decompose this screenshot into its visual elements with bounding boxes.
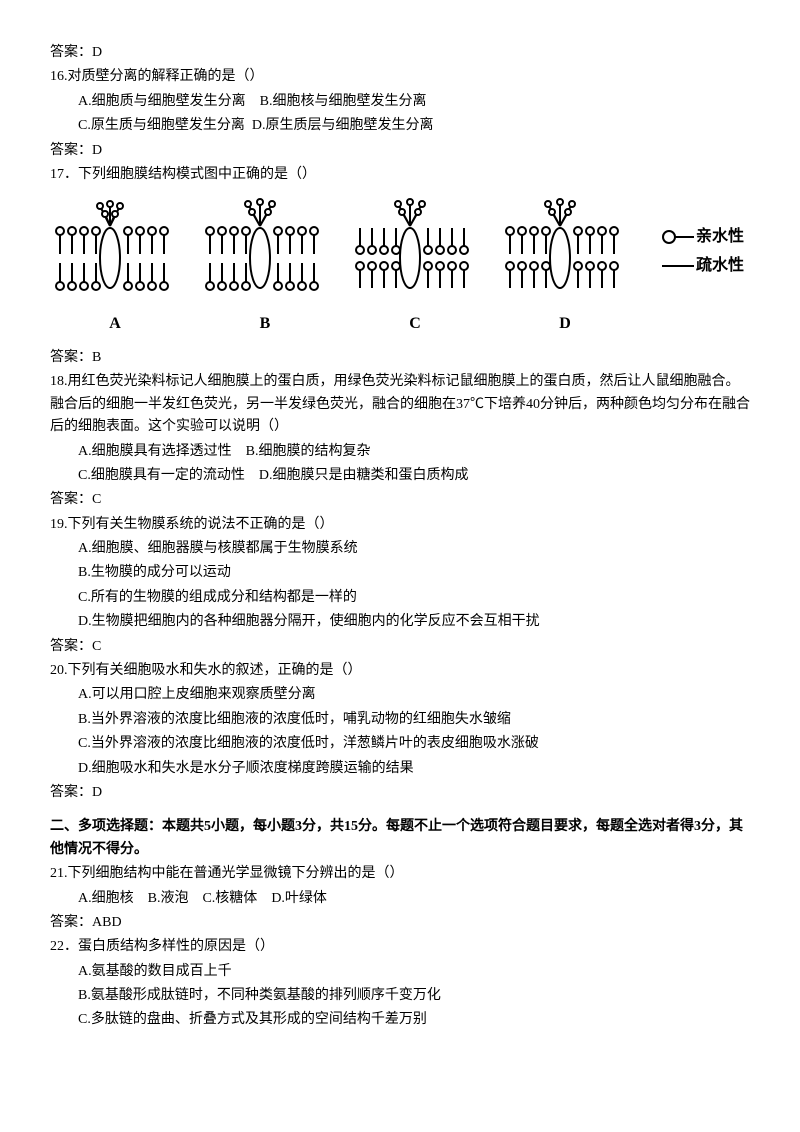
q19-c: C.所有的生物膜的组成成分和结构都是一样的	[50, 587, 750, 609]
q18-options-cd: C.细胞膜具有一定的流动性 D.细胞膜只是由糖类和蛋白质构成	[50, 465, 750, 487]
membrane-diagram-b	[200, 196, 330, 306]
label-b: B	[200, 311, 330, 337]
q17-stem: 17．下列细胞膜结构模式图中正确的是（）	[50, 164, 750, 186]
q21-options: A.细胞核 B.液泡 C.核糖体 D.叶绿体	[50, 888, 750, 910]
q18-stem: 18.用红色荧光染料标记人细胞膜上的蛋白质，用绿色荧光染料标记鼠细胞膜上的蛋白质…	[50, 371, 750, 438]
q19-stem: 19.下列有关生物膜系统的说法不正确的是（）	[50, 514, 750, 536]
answer-17: 答案：B	[50, 347, 750, 369]
answer-19: 答案：C	[50, 636, 750, 658]
label-a: A	[50, 311, 180, 337]
q21-c: C.核糖体	[202, 891, 257, 906]
q20-c: C.当外界溶液的浓度比细胞液的浓度低时，洋葱鳞片叶的表皮细胞吸水涨破	[50, 733, 750, 755]
q22-a: A.氨基酸的数目成百上千	[50, 961, 750, 983]
q20-b: B.当外界溶液的浓度比细胞液的浓度低时，哺乳动物的红细胞失水皱缩	[50, 709, 750, 731]
q18-a: A.细胞膜具有选择透过性	[78, 444, 232, 459]
q19-d: D.生物膜把细胞内的各种细胞器分隔开，使细胞内的化学反应不会互相干扰	[50, 611, 750, 633]
section-2-title: 二、多项选择题：本题共5小题，每小题3分，共15分。每题不止一个选项符合题目要求…	[50, 816, 750, 861]
q18-options-ab: A.细胞膜具有选择透过性 B.细胞膜的结构复杂	[50, 441, 750, 463]
membrane-diagram-d	[500, 196, 630, 306]
q21-d: D.叶绿体	[271, 891, 327, 906]
q18-d: D.细胞膜只是由糖类和蛋白质构成	[259, 468, 469, 483]
q17-legend: 亲水性 疏水性	[660, 222, 744, 281]
hydrophobic-icon	[660, 257, 696, 275]
legend-hydrophilic: 亲水性	[696, 224, 744, 250]
hydrophilic-icon	[660, 228, 696, 246]
q21-stem: 21.下列细胞结构中能在普通光学显微镜下分辨出的是（）	[50, 863, 750, 885]
q20-a: A.可以用口腔上皮细胞来观察质壁分离	[50, 684, 750, 706]
q16-a: A.细胞质与细胞壁发生分离	[78, 94, 246, 109]
q18-c: C.细胞膜具有一定的流动性	[78, 468, 245, 483]
q16-options-cd: C.原生质与细胞壁发生分离 D.原生质层与细胞壁发生分离	[50, 115, 750, 137]
q21-a: A.细胞核	[78, 891, 134, 906]
q17-diagram: 亲水性 疏水性	[50, 196, 750, 306]
q19-a: A.细胞膜、细胞器膜与核膜都属于生物膜系统	[50, 538, 750, 560]
q20-d: D.细胞吸水和失水是水分子顺浓度梯度跨膜运输的结果	[50, 758, 750, 780]
q22-b: B.氨基酸形成肽链时，不同种类氨基酸的排列顺序千变万化	[50, 985, 750, 1007]
q16-stem: 16.对质壁分离的解释正确的是（）	[50, 66, 750, 88]
q16-b: B.细胞核与细胞壁发生分离	[260, 94, 427, 109]
q20-stem: 20.下列有关细胞吸水和失水的叙述，正确的是（）	[50, 660, 750, 682]
q16-d: D.原生质层与细胞壁发生分离	[252, 118, 434, 133]
q22-stem: 22．蛋白质结构多样性的原因是（）	[50, 936, 750, 958]
answer-21: 答案：ABD	[50, 912, 750, 934]
answer-16: 答案：D	[50, 140, 750, 162]
q16-c: C.原生质与细胞壁发生分离	[78, 118, 245, 133]
answer-20: 答案：D	[50, 782, 750, 804]
legend-hydrophobic: 疏水性	[696, 253, 744, 279]
q17-labels: A B C D	[50, 311, 750, 337]
q19-b: B.生物膜的成分可以运动	[50, 562, 750, 584]
q21-b: B.液泡	[148, 891, 189, 906]
answer-18: 答案：C	[50, 489, 750, 511]
answer-15: 答案：D	[50, 42, 750, 64]
membrane-diagram-c	[350, 196, 480, 306]
q22-c: C.多肽链的盘曲、折叠方式及其形成的空间结构千差万别	[50, 1009, 750, 1031]
membrane-diagram-a	[50, 196, 180, 306]
label-d: D	[500, 311, 630, 337]
q16-options-ab: A.细胞质与细胞壁发生分离 B.细胞核与细胞壁发生分离	[50, 91, 750, 113]
q18-b: B.细胞膜的结构复杂	[246, 444, 371, 459]
label-c: C	[350, 311, 480, 337]
